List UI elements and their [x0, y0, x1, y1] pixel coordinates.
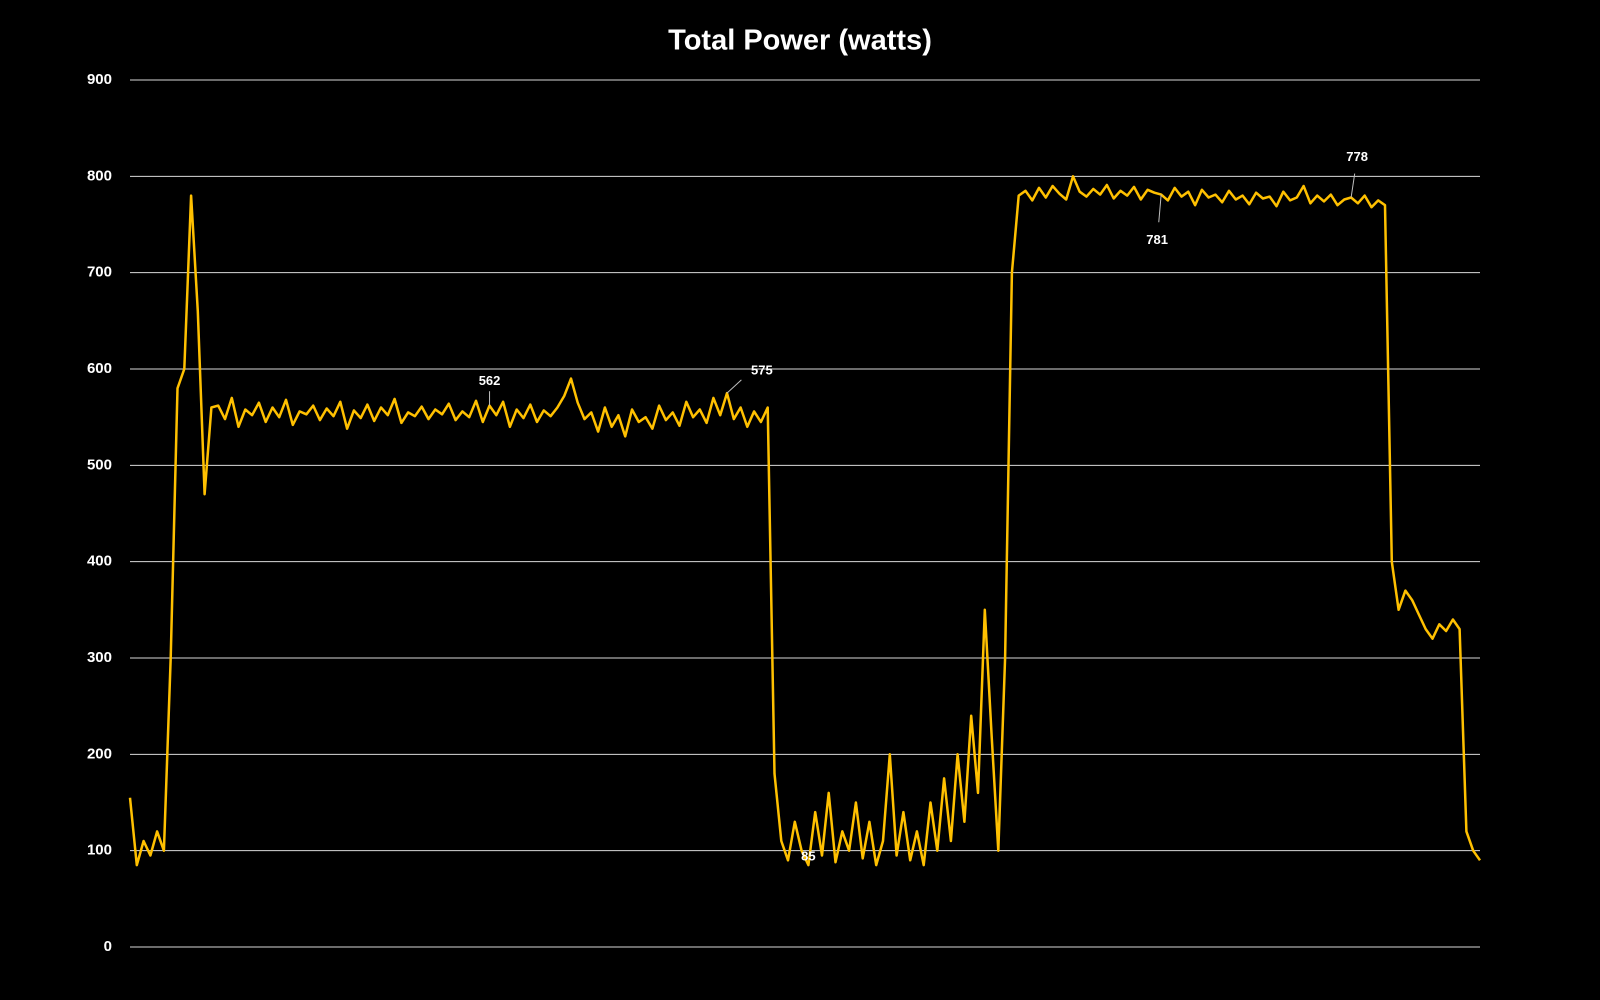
y-tick-label: 200	[87, 745, 112, 762]
data-label: 85	[801, 849, 815, 864]
data-label: 781	[1146, 232, 1168, 247]
y-tick-label: 100	[87, 842, 112, 859]
data-label: 562	[479, 373, 501, 388]
leader-line	[1350, 173, 1356, 198]
data-label: 575	[751, 363, 773, 378]
y-tick-label: 500	[87, 456, 112, 473]
y-tick-label: 800	[87, 167, 112, 184]
y-tick-label: 300	[87, 649, 112, 666]
leader-line	[726, 379, 742, 394]
line	[128, 175, 1482, 867]
data-label: 778	[1346, 149, 1368, 164]
leader-line	[1158, 194, 1162, 223]
y-tick-label: 900	[87, 71, 112, 88]
y-tick-label: 400	[87, 553, 112, 570]
y-tick-label: 700	[87, 264, 112, 281]
chart-title: Total Power (watts)	[668, 25, 932, 57]
y-tick-label: 0	[104, 938, 112, 955]
y-tick-label: 600	[87, 360, 112, 377]
